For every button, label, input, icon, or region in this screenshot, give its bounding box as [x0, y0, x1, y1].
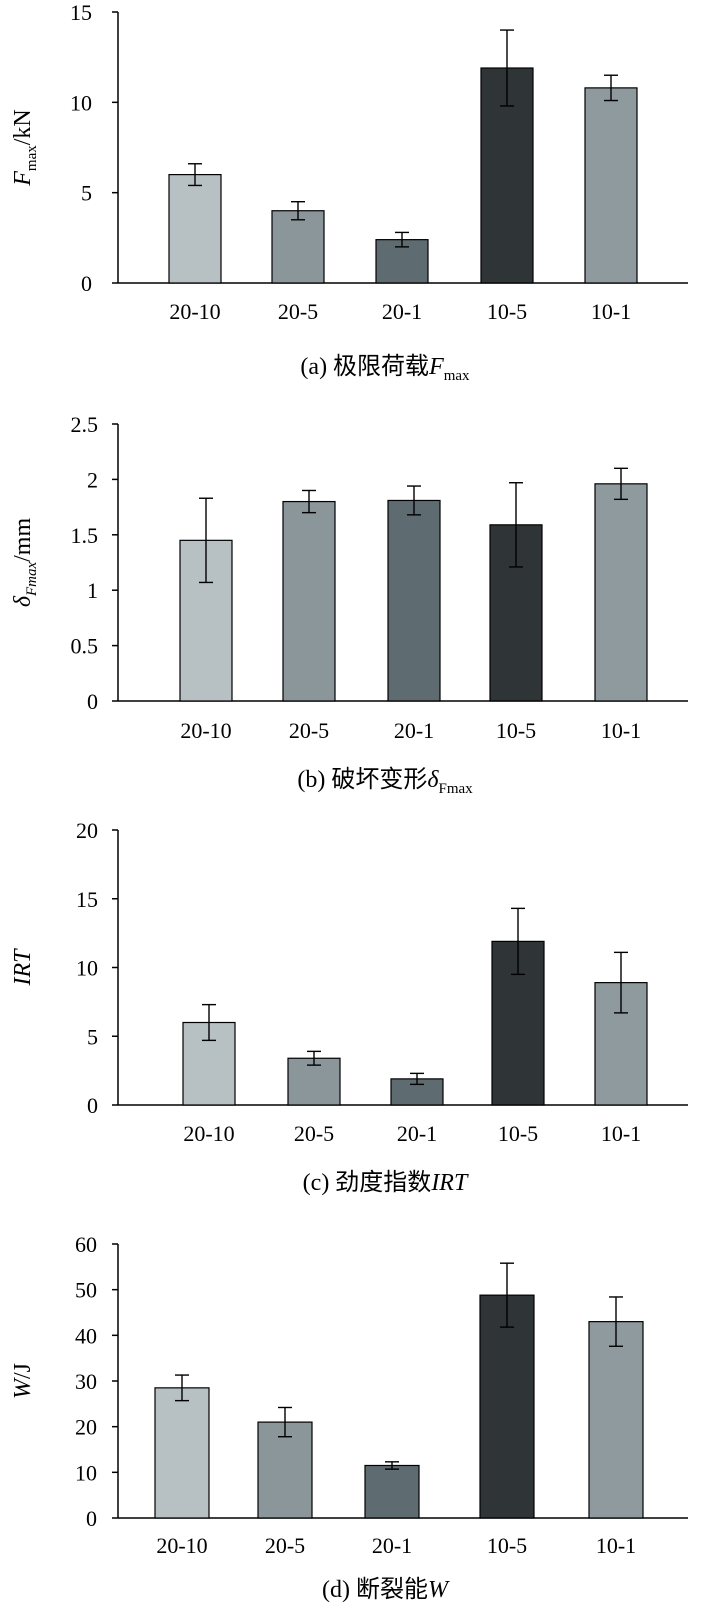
chart-caption: (c) 劲度指数IRT	[303, 1169, 469, 1196]
y-tick-label: 5	[81, 181, 92, 206]
y-tick-label: 15	[70, 0, 92, 25]
y-tick-label: 10	[70, 90, 92, 115]
x-tick-label: 20-1	[394, 718, 434, 743]
y-tick-label: 2.5	[71, 412, 99, 437]
chart-2: 0 0.5 1 1.5 2 2.5 20-10 20-5 20-1 10-5 10-1 δFmax/m…	[10, 412, 688, 797]
y-tick-label: 0	[87, 1093, 98, 1118]
y-axis-label: W/J	[10, 1363, 36, 1399]
x-tick-label: 20-5	[278, 299, 318, 324]
y-tick-label: 60	[75, 1232, 97, 1257]
x-tick-label: 10-5	[487, 299, 527, 324]
chart-3: 0 5 10 15 20 20-10 20-5 20-1 10-5 10-1 IRT (c) 劲度指数…	[10, 818, 688, 1196]
x-tick-label: 10-5	[498, 1121, 538, 1146]
y-axis-label: δFmax/mm	[10, 518, 40, 608]
x-tick-label: 20-1	[372, 1533, 412, 1558]
chart-1: 0 5 10 15 20-10 20-5 20-1 10-5 10-1 Fmax/kN (a) 极限…	[10, 0, 688, 384]
bar-20-1	[387, 499, 441, 702]
x-tick-label: 20-10	[180, 718, 231, 743]
y-axis-label: Fmax/kN	[10, 109, 40, 187]
x-tick-label: 20-1	[382, 299, 422, 324]
bar-20-5	[271, 210, 325, 284]
y-tick-label: 1	[87, 578, 98, 603]
y-tick-label: 2	[87, 467, 98, 492]
y-tick-label: 30	[75, 1369, 97, 1394]
y-tick-label: 10	[75, 1460, 97, 1485]
bar-20-5	[282, 500, 336, 702]
chart-caption: (b) 破坏变形δFmax	[297, 766, 473, 797]
y-tick-label: 15	[76, 887, 98, 912]
x-tick-label: 10-5	[487, 1533, 527, 1558]
chart-caption: (a) 极限荷载Fmax	[300, 353, 470, 384]
bar-10-1	[584, 87, 638, 284]
bar-20-5	[287, 1057, 341, 1106]
y-tick-label: 50	[75, 1278, 97, 1303]
x-tick-label: 20-5	[294, 1121, 334, 1146]
y-tick-label: 0	[81, 271, 92, 296]
x-tick-label: 20-10	[156, 1533, 207, 1558]
bar-20-1	[364, 1464, 420, 1519]
chart-4: 0 10 20 30 40 50 60 20-10 20-5 20-1 10-5 10-1 W/J (d)…	[10, 1232, 688, 1603]
bar-20-10	[168, 174, 222, 284]
y-axis-label: IRT	[10, 948, 36, 987]
bar-10-5	[479, 1294, 535, 1519]
x-tick-label: 20-5	[265, 1533, 305, 1558]
y-tick-label: 1.5	[71, 523, 99, 548]
y-tick-label: 10	[76, 956, 98, 981]
y-tick-label: 20	[76, 818, 98, 843]
x-tick-label: 10-1	[591, 299, 631, 324]
x-tick-label: 10-1	[601, 1121, 641, 1146]
bar-20-5	[257, 1421, 313, 1519]
bar-20-10	[154, 1387, 210, 1519]
y-tick-label: 0	[87, 689, 98, 714]
y-tick-label: 0.5	[71, 634, 99, 659]
chart-caption: (d) 断裂能W	[322, 1576, 450, 1603]
y-tick-label: 0	[86, 1506, 97, 1531]
bar-10-1	[588, 1321, 644, 1519]
x-tick-label: 20-1	[397, 1121, 437, 1146]
bar-10-1	[594, 483, 648, 702]
y-tick-label: 40	[75, 1323, 97, 1348]
x-tick-label: 10-5	[496, 718, 536, 743]
x-tick-label: 20-10	[169, 299, 220, 324]
y-tick-label: 20	[75, 1415, 97, 1440]
y-tick-label: 5	[87, 1024, 98, 1049]
x-tick-label: 10-1	[596, 1533, 636, 1558]
x-tick-label: 10-1	[601, 718, 641, 743]
x-tick-label: 20-10	[183, 1121, 234, 1146]
x-tick-label: 20-5	[289, 718, 329, 743]
